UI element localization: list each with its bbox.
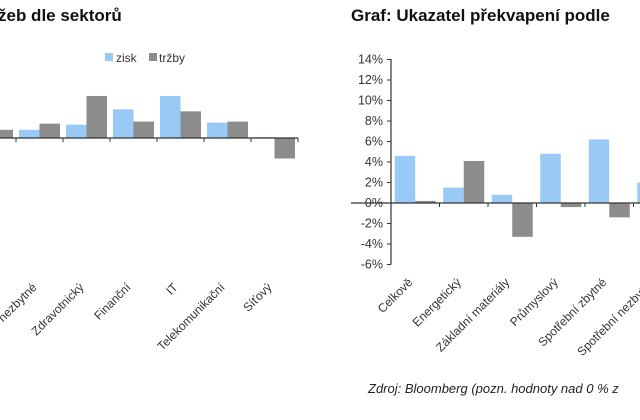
bar-trzby	[227, 121, 248, 138]
bar-zisk	[637, 182, 640, 203]
legend: zisk tržby	[105, 51, 185, 65]
y-tick-label: 12%	[358, 73, 383, 87]
category-label: IT	[163, 280, 181, 298]
y-tick-label: 2%	[365, 176, 383, 190]
bar-trzby	[0, 129, 13, 138]
right-chart-title: Graf: Ukazatel překvapení podle	[351, 6, 610, 25]
bar-trzby	[415, 200, 436, 203]
category-label: Finanční	[91, 280, 134, 323]
y-tick-label: -4%	[361, 237, 383, 251]
bar-trzby	[274, 138, 295, 159]
legend-label-trzby: tržby	[159, 51, 185, 65]
legend-swatch-trzby	[149, 53, 157, 61]
bar-trzby	[180, 111, 201, 138]
bar-trzby	[86, 95, 107, 138]
bar-trzby	[133, 121, 154, 138]
bar-zisk	[19, 129, 40, 138]
y-tick-label: -2%	[361, 217, 383, 231]
category-label: Celkově	[375, 275, 416, 316]
y-tick-label: 14%	[358, 53, 383, 67]
legend-label-zisk: zisk	[116, 51, 138, 65]
left-chart-title: žeb dle sektorů	[0, 6, 122, 25]
bar-zisk	[443, 187, 464, 203]
bar-zisk	[207, 122, 228, 138]
y-tick-label: 4%	[365, 155, 383, 169]
source-note: Zdroj: Bloomberg (pozn. hodnoty nad 0 % …	[368, 381, 619, 396]
y-tick-label: 8%	[365, 114, 383, 128]
bar-zisk	[491, 194, 513, 203]
bar-zisk	[394, 155, 416, 203]
bar-trzby	[463, 160, 485, 203]
bar-trzby	[560, 203, 582, 208]
bar-trzby	[609, 203, 630, 218]
y-tick-label: -6%	[361, 258, 383, 272]
y-tick-label: 10%	[358, 94, 383, 108]
bar-trzby	[39, 123, 60, 138]
legend-swatch-zisk	[105, 53, 113, 61]
y-tick-label: 6%	[365, 135, 383, 149]
bar-zisk	[113, 109, 134, 138]
category-label: Spotřební nezbytné	[574, 275, 640, 359]
bar-zisk	[66, 124, 87, 138]
bar-zisk	[540, 153, 561, 203]
bar-zisk	[160, 95, 181, 138]
category-label: Síťový	[240, 280, 274, 314]
bar-zisk	[588, 139, 610, 203]
bar-trzby	[512, 203, 533, 237]
